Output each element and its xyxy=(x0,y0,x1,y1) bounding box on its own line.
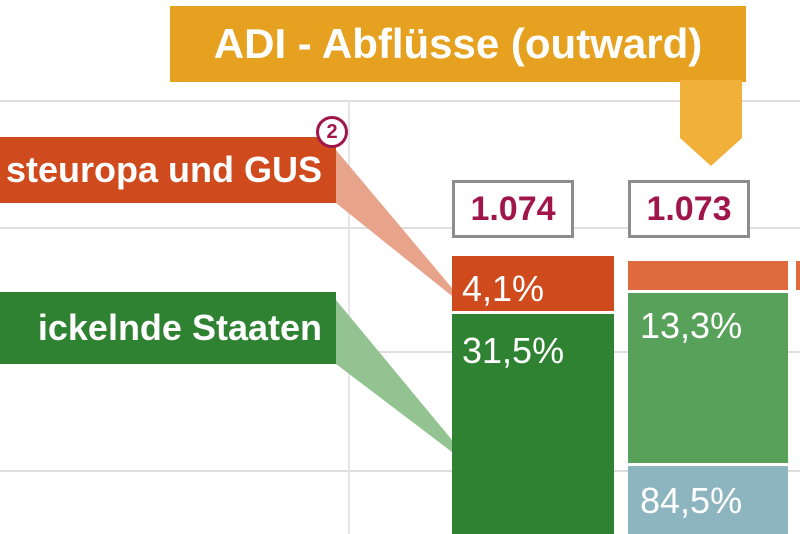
gridline xyxy=(0,470,800,472)
chart-title: ADI - Abflüsse (outward) xyxy=(170,6,746,82)
segment-label-bar2-other: 84,5% xyxy=(640,480,743,521)
series-label-developing: ickelnde Staaten xyxy=(0,292,336,364)
bar2-segment-other xyxy=(628,466,788,534)
gridline xyxy=(0,351,800,353)
segment-label-bar1-east: 4,1% xyxy=(462,268,545,309)
connector-east xyxy=(336,150,452,296)
series-label-developing-text: ickelnde Staaten xyxy=(37,307,322,348)
series-label-east: steuropa und GUS xyxy=(0,137,336,203)
bar1-segment-developing xyxy=(452,314,614,534)
bar2-segment-developing xyxy=(628,293,788,463)
segment-label-bar1-developing: 31,5% xyxy=(462,330,565,371)
title-pointer-arrow xyxy=(680,80,742,166)
connector-developing xyxy=(336,300,452,452)
total-label-1: 1.074 xyxy=(452,180,574,238)
bar2-segment-east xyxy=(628,261,788,290)
gridline xyxy=(0,100,800,102)
footnote-marker: 2 xyxy=(316,116,348,148)
series-label-east-text: steuropa und GUS xyxy=(5,149,322,190)
segment-label-bar2-developing: 13,3% xyxy=(640,305,743,346)
bar3-segment-east xyxy=(796,261,800,290)
bar1-segment-east xyxy=(452,256,614,311)
total-label-2: 1.073 xyxy=(628,180,750,238)
